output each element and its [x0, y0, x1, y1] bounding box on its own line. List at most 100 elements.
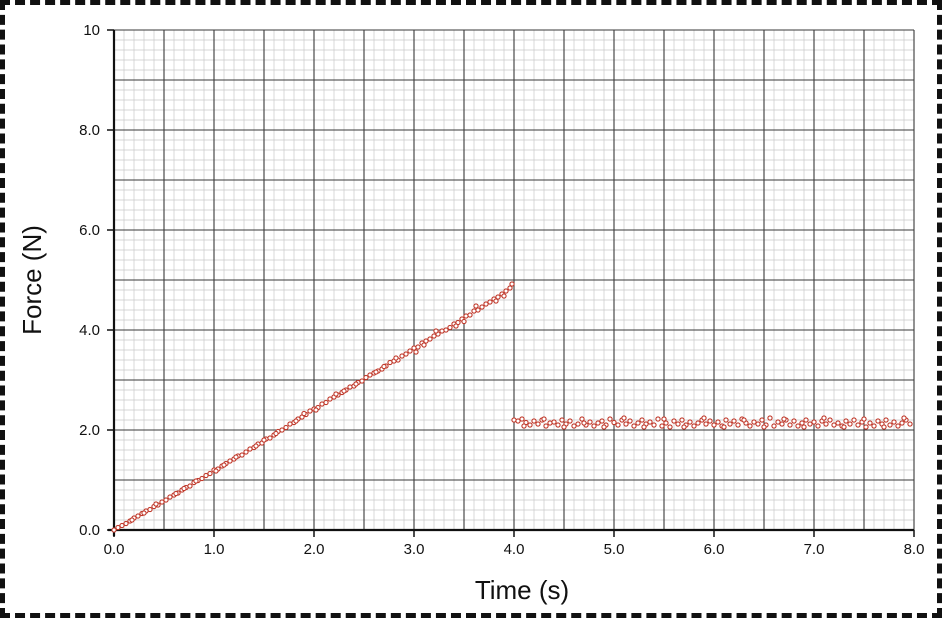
data-point — [531, 418, 537, 424]
data-point — [823, 421, 829, 427]
data-point — [691, 423, 697, 429]
data-point — [373, 369, 379, 375]
data-point — [415, 344, 421, 350]
data-point — [407, 348, 413, 354]
data-point — [781, 416, 787, 422]
data-point — [861, 416, 867, 422]
data-point — [707, 418, 713, 424]
data-point — [761, 424, 767, 430]
data-point — [493, 298, 499, 304]
data-point — [835, 420, 841, 426]
data-point — [473, 303, 479, 309]
data-point — [353, 381, 359, 387]
data-point — [243, 449, 249, 455]
data-point — [253, 443, 259, 449]
data-point — [123, 520, 129, 527]
data-point — [199, 475, 205, 482]
data-point — [267, 435, 273, 441]
y-tick-label: 10 — [83, 22, 100, 39]
data-point — [841, 424, 847, 430]
data-point — [333, 391, 339, 397]
data-point — [187, 483, 193, 489]
data-point — [129, 517, 135, 523]
data-point — [675, 421, 681, 427]
data-point — [163, 497, 169, 503]
data-point — [855, 422, 861, 428]
data-point — [541, 416, 547, 422]
data-point — [413, 349, 419, 355]
y-tick-label: 8.0 — [79, 122, 100, 139]
data-point — [741, 417, 747, 423]
data-point — [639, 417, 645, 423]
data-point — [479, 304, 485, 310]
data-point — [811, 419, 817, 425]
data-point — [595, 420, 601, 426]
data-point — [751, 419, 757, 425]
data-point — [559, 417, 565, 423]
data-point — [173, 490, 179, 497]
data-point — [293, 418, 299, 424]
data-point — [815, 423, 821, 429]
x-tick-label: 3.0 — [404, 541, 425, 558]
data-point — [755, 421, 761, 427]
data-point — [875, 418, 881, 424]
x-tick-label: 8.0 — [904, 541, 925, 558]
x-tick-label: 0.0 — [104, 541, 125, 558]
data-point — [641, 424, 647, 430]
data-point — [367, 372, 373, 378]
x-tick-label: 5.0 — [604, 541, 625, 558]
data-point — [561, 424, 567, 430]
data-point — [147, 506, 153, 513]
data-point — [907, 421, 913, 427]
data-point — [135, 513, 141, 519]
data-point — [727, 421, 733, 427]
major-grid — [113, 29, 915, 531]
data-point — [341, 388, 347, 394]
data-point — [871, 423, 877, 429]
data-point — [827, 417, 833, 423]
data-point — [735, 422, 741, 428]
data-point — [623, 421, 629, 427]
data-point — [579, 416, 585, 422]
y-tick-labels: 0.0 2.0 4.0 6.0 8.0 10 — [79, 22, 100, 539]
data-point — [647, 419, 653, 425]
data-point — [795, 423, 801, 429]
data-point — [111, 527, 117, 533]
data-point — [239, 452, 245, 458]
data-point — [535, 421, 541, 427]
data-point — [313, 407, 319, 413]
data-point — [775, 419, 781, 425]
data-point — [635, 420, 641, 426]
data-point — [627, 418, 633, 424]
x-tick-label: 2.0 — [304, 541, 325, 558]
data-point — [431, 333, 437, 339]
y-tick-label: 2.0 — [79, 422, 100, 439]
data-point — [843, 418, 849, 424]
data-point — [759, 417, 765, 423]
x-tick-label: 1.0 — [204, 541, 225, 558]
data-point — [687, 419, 693, 425]
x-tick-label: 4.0 — [504, 541, 525, 558]
data-point — [587, 419, 593, 425]
data-points — [111, 281, 913, 533]
data-point — [323, 399, 329, 406]
data-point — [581, 420, 587, 426]
data-point — [591, 423, 597, 429]
data-point — [115, 524, 121, 531]
data-point — [599, 418, 605, 424]
data-point — [659, 423, 665, 429]
data-point — [421, 342, 427, 348]
data-point — [403, 351, 409, 357]
data-point — [863, 424, 869, 430]
data-point — [621, 415, 627, 421]
data-point — [167, 494, 173, 500]
data-point — [901, 415, 907, 421]
x-tick-label: 6.0 — [704, 541, 725, 558]
data-point — [475, 307, 481, 313]
data-point — [501, 293, 507, 299]
data-point — [447, 324, 453, 331]
data-point — [543, 423, 549, 429]
data-point — [703, 421, 709, 427]
data-point — [661, 416, 667, 422]
